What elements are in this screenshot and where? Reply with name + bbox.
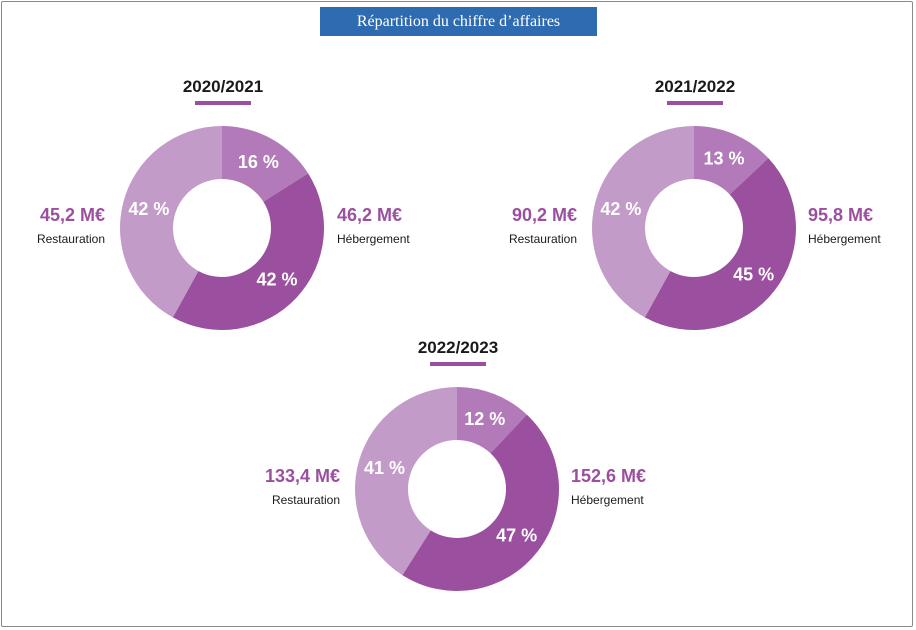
- year-title-2022-2023: 2022/2023: [417, 338, 499, 357]
- donut-slice-autre: [457, 387, 527, 454]
- year-underline-2021-2022: [667, 101, 723, 105]
- donut-slice-autre: [694, 126, 769, 195]
- hebergement-label-2020-2021: Hébergement: [337, 232, 410, 246]
- slice-percent-label: 41 %: [364, 458, 405, 478]
- slice-percent-label: 42 %: [128, 199, 169, 219]
- donut-slice-restauration: [355, 387, 457, 576]
- year-title-2021-2022: 2021/2022: [654, 77, 736, 96]
- restauration-label-2022-2023: Restauration: [271, 493, 340, 507]
- donut-chart-2020-2021: 16 % 42 % 42 %: [119, 126, 324, 330]
- slice-percent-label: 42 %: [600, 199, 641, 219]
- donut-chart-2022-2023: 12 % 47 % 41 %: [355, 387, 559, 591]
- restauration-amount-2020-2021: 45,2 M€: [39, 205, 105, 225]
- slice-percent-label: 47 %: [496, 525, 537, 545]
- restauration-amount-2022-2023: 133,4 M€: [264, 466, 340, 486]
- slice-percent-label: 12 %: [464, 409, 505, 429]
- hebergement-amount-2022-2023: 152,6 M€: [571, 466, 647, 486]
- donut-chart-2021-2022: 13 % 45 % 42 %: [592, 126, 796, 330]
- restauration-amount-2021-2022: 90,2 M€: [511, 205, 577, 225]
- year-underline-2022-2023: [430, 362, 486, 366]
- donut-slice-restauration: [592, 126, 694, 318]
- donut-slice-hebergement: [402, 414, 559, 591]
- donut-slice-hebergement: [172, 173, 324, 330]
- donut-slice-hebergement: [644, 158, 796, 330]
- hebergement-label-2021-2022: Hébergement: [808, 232, 881, 246]
- donut-slice-autre: [222, 126, 309, 202]
- year-title-2020-2021: 2020/2021: [182, 77, 264, 96]
- restauration-label-2021-2022: Restauration: [508, 232, 577, 246]
- hebergement-amount-2020-2021: 46,2 M€: [337, 205, 403, 225]
- slice-percent-label: 42 %: [257, 270, 298, 290]
- hebergement-label-2022-2023: Hébergement: [571, 493, 644, 507]
- slice-percent-label: 13 %: [703, 149, 744, 169]
- donut-slice-restauration: [119, 126, 222, 318]
- chart-title: Répartition du chiffre d’affaires: [320, 7, 597, 36]
- restauration-label-2020-2021: Restauration: [36, 232, 105, 246]
- year-underline-2020-2021: [195, 101, 251, 105]
- slice-percent-label: 16 %: [238, 152, 279, 172]
- slice-percent-label: 45 %: [733, 264, 774, 284]
- hebergement-amount-2021-2022: 95,8 M€: [808, 205, 874, 225]
